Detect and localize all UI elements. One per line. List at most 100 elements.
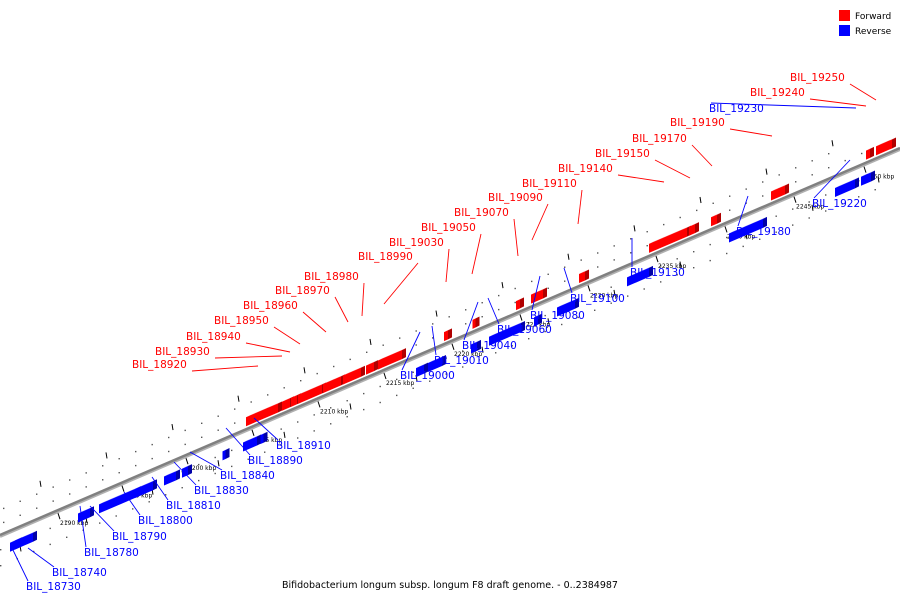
gene-bil-18840 bbox=[222, 448, 230, 461]
gene-labels: BIL_18730 BIL_18740 BIL_18780 BIL_18790 BIL_… bbox=[26, 72, 867, 593]
axis-tick: 2190 kbp bbox=[57, 513, 88, 527]
gene-label: BIL_19090 bbox=[488, 192, 543, 204]
legend-label: Reverse bbox=[855, 27, 892, 37]
gene-bil-18970 bbox=[343, 365, 365, 385]
gene-bil-19060 bbox=[489, 320, 525, 346]
gene-bil-18910 bbox=[260, 431, 268, 444]
gene-label: BIL_18950 bbox=[214, 315, 269, 327]
gene-label: BIL_19100 bbox=[570, 293, 625, 305]
leader-line bbox=[431, 325, 437, 356]
axis-tick: 2235 kbp bbox=[655, 255, 686, 270]
gene-label: BIL_19050 bbox=[421, 222, 476, 234]
caption: Bifidobacterium longum subsp. longum F8 … bbox=[282, 580, 618, 591]
tick-label: 2245 kbp bbox=[796, 204, 824, 211]
tick-label: 2215 kbp bbox=[386, 380, 414, 387]
track-dots bbox=[0, 138, 896, 567]
legend-item: Reverse bbox=[839, 25, 892, 37]
gene-label: BIL_19220 bbox=[812, 198, 867, 210]
gene-label: BIL_19190 bbox=[670, 117, 725, 129]
genome-axis bbox=[0, 146, 900, 538]
gene-label: BIL_18980 bbox=[304, 271, 359, 283]
leader-line bbox=[151, 476, 169, 501]
axis-tick: 2220 kbp bbox=[451, 343, 482, 358]
leader-line bbox=[214, 355, 283, 359]
gene-label: BIL_19070 bbox=[454, 207, 509, 219]
leader-line bbox=[89, 505, 115, 532]
gene-bil-19040 bbox=[471, 339, 481, 354]
gene-label: BIL_18790 bbox=[112, 531, 167, 543]
gene-bil-19230 bbox=[861, 170, 875, 186]
gene-label: BIL_18970 bbox=[275, 285, 330, 297]
tick-label: 2230 kbp bbox=[590, 292, 618, 299]
axis-tick: 2245 kbp bbox=[793, 196, 824, 211]
gene-bil-19080 bbox=[534, 313, 542, 327]
gene-label: BIL_19230 bbox=[709, 103, 764, 115]
tick-label: 2220 kbp bbox=[454, 351, 482, 358]
gene-bil-18980 bbox=[366, 360, 378, 375]
leader-line bbox=[334, 296, 349, 323]
axis-tick: 2250 kbp bbox=[863, 166, 894, 181]
leader-line bbox=[487, 297, 500, 325]
gene-label: BIL_18780 bbox=[84, 547, 139, 559]
tick-label: 2250 kbp bbox=[866, 174, 894, 181]
gene-label: BIL_18730 bbox=[26, 581, 81, 593]
gene-label: BIL_19110 bbox=[522, 178, 577, 190]
gene-bil-18920 bbox=[246, 401, 282, 427]
gene-label: BIL_19030 bbox=[389, 237, 444, 249]
legend-swatch bbox=[839, 25, 850, 36]
gene-bil-19000 bbox=[416, 362, 428, 378]
leader-line bbox=[383, 262, 419, 305]
axis-tick: 2210 kbp bbox=[317, 401, 348, 415]
gene-label: BIL_18890 bbox=[248, 455, 303, 467]
gene-label: BIL_19000 bbox=[400, 370, 455, 382]
leader-line bbox=[654, 159, 691, 179]
gene-label: BIL_18830 bbox=[194, 485, 249, 497]
tick-label: 2200 kbp bbox=[188, 465, 216, 472]
legend-swatch bbox=[839, 10, 850, 21]
leader-line bbox=[849, 83, 877, 101]
leader-line bbox=[79, 505, 87, 548]
axis-tick: 2230 kbp bbox=[587, 285, 618, 299]
tick-label: 2235 kbp bbox=[658, 263, 686, 270]
gene-bil-19180 bbox=[729, 216, 767, 243]
leader-line bbox=[273, 326, 301, 345]
axis-tick: 2215 kbp bbox=[383, 372, 414, 387]
tick-label: 2210 kbp bbox=[320, 408, 348, 415]
leader-line bbox=[253, 417, 279, 441]
gene-bil-18810 bbox=[164, 469, 180, 486]
gene-label: BIL_18990 bbox=[358, 251, 413, 263]
leader-line bbox=[531, 203, 549, 241]
leader-line bbox=[563, 267, 573, 294]
gene-bil-19150 bbox=[689, 222, 699, 236]
gene-bil-18890 bbox=[243, 434, 261, 452]
gene-label: BIL_19080 bbox=[530, 310, 585, 322]
leader-line bbox=[577, 189, 583, 225]
gene-bil-19170 bbox=[711, 212, 721, 227]
gene-label: BIL_18740 bbox=[52, 567, 107, 579]
gene-bil-19030 bbox=[444, 328, 452, 342]
leader-line bbox=[361, 282, 365, 317]
gene-label: BIL_19060 bbox=[497, 324, 552, 336]
gene-bil-18990 bbox=[378, 348, 406, 370]
gene-bil-19250 bbox=[876, 137, 896, 156]
label-leaders bbox=[11, 83, 877, 582]
gene-bil-18800 bbox=[135, 479, 157, 498]
leader-line bbox=[729, 128, 773, 137]
gene-bil-19100 bbox=[557, 297, 579, 317]
leader-line bbox=[401, 331, 421, 371]
gene-label: BIL_18940 bbox=[186, 331, 241, 343]
leader-line bbox=[513, 218, 519, 257]
gene-bil-19070 bbox=[516, 297, 524, 311]
gene-label: BIL_18800 bbox=[138, 515, 193, 527]
leader-line bbox=[123, 491, 141, 516]
leader-line bbox=[27, 547, 55, 568]
genes-layer bbox=[10, 137, 896, 552]
gene-label: BIL_18840 bbox=[220, 470, 275, 482]
gene-label: BIL_18930 bbox=[155, 346, 210, 358]
leader-line bbox=[809, 98, 867, 107]
leader-line bbox=[302, 311, 327, 333]
legend-item: Forward bbox=[839, 10, 891, 22]
gene-bil-19240 bbox=[866, 146, 874, 160]
tick-label: 2190 kbp bbox=[60, 520, 88, 527]
tick-label: 2205 kbp bbox=[254, 437, 282, 444]
